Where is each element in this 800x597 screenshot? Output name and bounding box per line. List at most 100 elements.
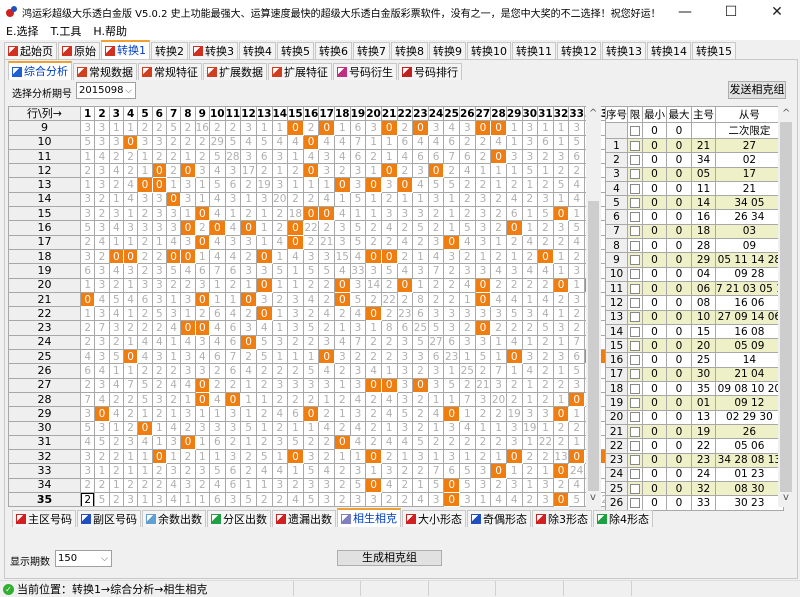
min-cell[interactable]: 0 [642, 481, 667, 497]
grid-cell[interactable]: 3 [240, 320, 257, 336]
grid-cell[interactable]: 6 [224, 463, 242, 479]
sub-tab-4[interactable]: 扩展数据 [203, 63, 267, 80]
grid-cell[interactable]: 3 [427, 191, 445, 208]
grid-cell[interactable]: 4 [165, 234, 182, 250]
grid-cell[interactable]: 1 [122, 306, 139, 322]
grid-cell[interactable]: 2 [165, 134, 182, 150]
checkbox[interactable] [630, 355, 640, 366]
grid-cell[interactable]: 6 [349, 120, 367, 136]
grid-cell[interactable]: 2 [334, 306, 351, 322]
sub-tab-1[interactable]: 综合分析 [8, 61, 72, 80]
grid-cell[interactable]: 2 [108, 148, 124, 165]
grid-cell[interactable]: 4 [396, 263, 414, 279]
grid-cell[interactable]: 1 [108, 363, 124, 379]
grid-cell[interactable]: 2 [443, 163, 460, 179]
grid-cell[interactable]: 2 [194, 148, 211, 165]
grid-cell[interactable]: 3 [287, 320, 304, 336]
grid-cell[interactable]: 3 [412, 349, 429, 365]
grid-cell[interactable]: 3 [94, 349, 110, 365]
grid-cell[interactable]: 2 [224, 120, 242, 136]
grid-cell[interactable]: 2 [94, 206, 110, 222]
hit-cell[interactable]: 0 [165, 191, 182, 208]
grid-cell[interactable]: 3 [459, 263, 476, 279]
grid-cell[interactable]: 3 [151, 134, 167, 150]
grid-cell[interactable]: 2 [194, 134, 211, 150]
grid-cell[interactable]: 6 [209, 434, 226, 451]
grid-cell[interactable]: 3 [79, 449, 96, 465]
grid-cell[interactable]: 1 [271, 120, 289, 136]
grid-cell[interactable]: 4 [427, 248, 445, 265]
grid-cell[interactable]: 2 [505, 377, 523, 393]
grid-cell[interactable]: 2 [474, 148, 492, 165]
grid-cell[interactable]: 1 [349, 449, 367, 465]
grid-cell[interactable]: 3 [537, 191, 554, 208]
hit-cell[interactable]: 0 [443, 477, 460, 494]
grid-cell[interactable]: 2 [137, 477, 153, 494]
grid-cell[interactable]: 1 [490, 334, 507, 351]
grid-cell[interactable]: 2 [209, 120, 226, 136]
grid-cell[interactable]: 3 [180, 406, 196, 422]
grid-cell[interactable]: 1 [122, 120, 139, 136]
grid-cell[interactable]: 6 [459, 148, 476, 165]
grid-cell[interactable]: 2 [79, 163, 96, 179]
grid-cell[interactable]: 1 [271, 248, 289, 265]
grid-cell[interactable]: 4 [271, 406, 289, 422]
limit-checkbox-cell[interactable] [627, 180, 643, 197]
grid-cell[interactable]: 2 [287, 391, 304, 408]
grid-cell[interactable]: 2 [490, 248, 507, 265]
grid-cell[interactable]: 2 [365, 391, 382, 408]
hit-cell[interactable]: 0 [180, 434, 196, 451]
hit-cell[interactable]: 0 [287, 120, 304, 136]
column-header[interactable]: 31 [537, 105, 554, 122]
grid-cell[interactable]: 1 [271, 163, 289, 179]
grid-cell[interactable]: 2 [334, 363, 351, 379]
hit-cell[interactable]: 0 [380, 120, 398, 136]
grid-cell[interactable]: 2 [302, 334, 320, 351]
grid-cell[interactable]: 1 [122, 463, 139, 479]
limit-checkbox-cell[interactable] [627, 295, 643, 311]
grid-cell[interactable]: 2 [122, 391, 139, 408]
grid-cell[interactable]: 3 [302, 449, 320, 465]
grid-cell[interactable]: 2 [180, 277, 196, 293]
grid-cell[interactable]: 3 [396, 363, 414, 379]
grid-cell[interactable]: 5 [505, 306, 523, 322]
grid-cell[interactable]: 3 [505, 148, 523, 165]
checkbox[interactable] [630, 297, 640, 308]
grid-cell[interactable]: 6 [224, 320, 242, 336]
grid-cell[interactable]: 8 [412, 291, 429, 308]
column-header[interactable]: 21 [380, 105, 398, 122]
grid-cell[interactable]: 1 [302, 177, 320, 193]
grid-cell[interactable]: 4 [412, 134, 429, 150]
grid-cell[interactable]: 4 [537, 306, 554, 322]
grid-cell[interactable]: 2 [240, 248, 257, 265]
grid-cell[interactable]: 4 [122, 191, 139, 208]
grid-cell[interactable]: 1 [255, 477, 273, 494]
sub-tab-2[interactable]: 常规数据 [73, 63, 137, 80]
grid-cell[interactable]: 20 [271, 191, 289, 208]
grid-cell[interactable]: 1 [287, 463, 304, 479]
checkbox[interactable] [630, 383, 640, 394]
grid-cell[interactable]: 2 [412, 391, 429, 408]
grid-cell[interactable]: 4 [349, 434, 367, 451]
grid-cell[interactable]: 5 [537, 320, 554, 336]
grid-cell[interactable]: 3 [349, 177, 367, 193]
checkbox[interactable] [630, 169, 640, 180]
grid-cell[interactable]: 5 [349, 477, 367, 494]
grid-cell[interactable]: 5 [240, 420, 257, 436]
grid-cell[interactable]: 3 [137, 277, 153, 293]
grid-cell[interactable]: 3 [224, 234, 242, 250]
grid-cell[interactable]: 1 [474, 163, 492, 179]
grid-cell[interactable]: 1 [209, 449, 226, 465]
grid-cell[interactable]: 4 [209, 248, 226, 265]
grid-cell[interactable]: 5 [240, 492, 257, 508]
grid-cell[interactable]: 4 [459, 420, 476, 436]
grid-cell[interactable]: 6 [396, 320, 414, 336]
grid-cell[interactable]: 3 [79, 206, 96, 222]
grid-cell[interactable]: 4 [108, 377, 124, 393]
grid-cell[interactable]: 1 [459, 406, 476, 422]
column-header[interactable]: 3 [108, 105, 124, 122]
grid-cell[interactable]: 21 [318, 234, 335, 250]
grid-cell[interactable]: 5 [412, 220, 429, 236]
grid-cell[interactable]: 4 [165, 320, 182, 336]
grid-cell[interactable]: 2 [137, 263, 153, 279]
